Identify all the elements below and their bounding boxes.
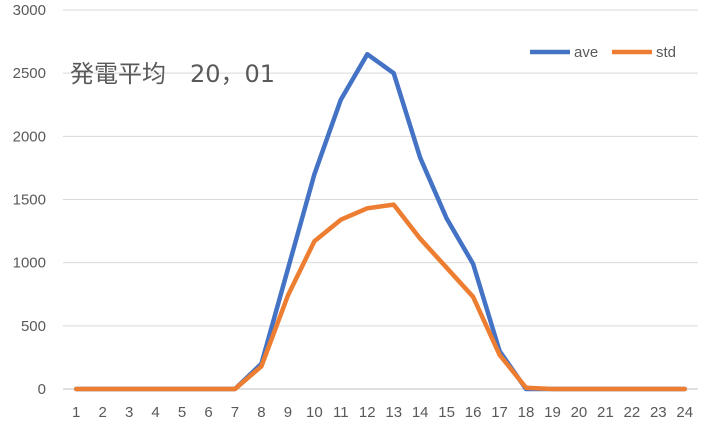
series-line-ave: [73, 51, 688, 392]
legend-label-ave: ave: [574, 44, 598, 61]
x-tick-label: 9: [284, 404, 292, 421]
x-tick-label: 21: [597, 404, 614, 421]
x-tick-label: 16: [465, 404, 482, 421]
y-tick-label: 2500: [13, 65, 46, 82]
x-tick-label: 7: [231, 404, 239, 421]
y-tick-label: 500: [21, 318, 46, 335]
x-axis-ticks: 1 2 3 4 5 6 7 8 9 10 11 12 13 14 15 16 17 18 19 20 21 22 23 24: [72, 404, 693, 421]
x-tick-label: 4: [151, 404, 159, 421]
x-tick-label: 3: [125, 404, 133, 421]
x-tick-label: 18: [518, 404, 535, 421]
x-tick-label: 6: [204, 404, 212, 421]
series-lines: [73, 51, 688, 392]
x-tick-label: 20: [571, 404, 588, 421]
series-line-std: [73, 202, 688, 392]
y-axis-ticks: 0 500 1000 1500 2000 2500 3000: [13, 2, 46, 398]
legend-label-std: std: [656, 44, 676, 61]
x-tick-label: 24: [676, 404, 693, 421]
chart-annotation: 発電平均 20，01: [70, 60, 275, 88]
x-tick-label: 23: [650, 404, 667, 421]
x-tick-label: 13: [385, 404, 402, 421]
x-tick-label: 15: [438, 404, 455, 421]
legend: ave std: [530, 44, 676, 61]
grid-lines: [63, 9, 698, 390]
x-tick-label: 17: [491, 404, 508, 421]
x-tick-label: 12: [359, 404, 376, 421]
y-tick-label: 2000: [13, 128, 46, 145]
x-tick-label: 22: [624, 404, 641, 421]
y-tick-label: 0: [38, 381, 46, 398]
y-tick-label: 1000: [13, 255, 46, 272]
x-tick-label: 14: [412, 404, 429, 421]
y-tick-label: 3000: [13, 2, 46, 19]
x-tick-label: 10: [306, 404, 323, 421]
y-tick-label: 1500: [13, 192, 46, 209]
x-tick-label: 11: [333, 404, 349, 421]
x-tick-label: 2: [99, 404, 107, 421]
x-tick-label: 19: [544, 404, 561, 421]
x-tick-label: 1: [72, 404, 80, 421]
x-tick-label: 8: [257, 404, 265, 421]
x-tick-label: 5: [178, 404, 186, 421]
